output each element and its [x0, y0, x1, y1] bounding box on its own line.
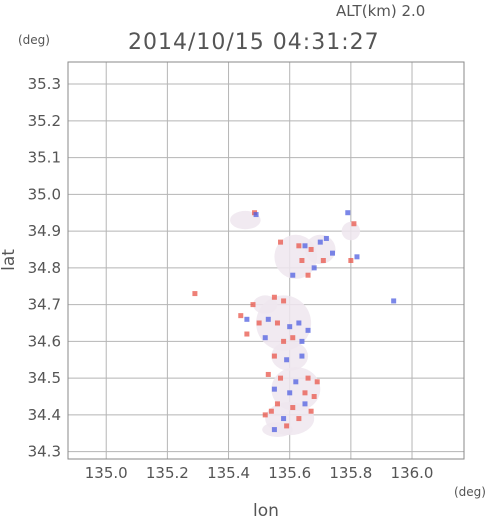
- data-point: [281, 338, 287, 344]
- data-point: [391, 298, 397, 304]
- grid: [68, 62, 464, 459]
- x-tick-label: 135.0: [85, 464, 128, 482]
- data-point: [284, 423, 290, 429]
- data-point: [274, 401, 280, 407]
- data-point: [268, 408, 274, 414]
- data-point: [287, 324, 293, 330]
- y-tick-label: 34.4: [28, 406, 61, 424]
- data-point: [299, 353, 305, 359]
- data-point: [271, 427, 277, 433]
- data-point: [305, 272, 311, 278]
- y-tick-label: 34.7: [28, 296, 61, 314]
- data-point: [311, 265, 317, 271]
- y-tick-label: 35.2: [28, 112, 61, 130]
- data-point: [271, 353, 277, 359]
- data-point: [290, 272, 296, 278]
- data-point: [302, 243, 308, 249]
- data-point: [299, 338, 305, 344]
- x-axis-label: lon: [253, 501, 279, 521]
- data-point: [305, 327, 311, 333]
- y-tick-label: 35.3: [28, 75, 61, 93]
- data-point: [244, 316, 250, 322]
- x-tick-label: 135.8: [329, 464, 372, 482]
- data-point: [302, 390, 308, 396]
- data-point: [296, 243, 302, 249]
- data-point: [354, 254, 360, 260]
- y-tick-label: 34.5: [28, 369, 61, 387]
- y-tick-label: 34.6: [28, 332, 61, 350]
- data-point: [265, 316, 271, 322]
- x-tick-label: 135.6: [268, 464, 311, 482]
- data-point: [299, 258, 305, 263]
- data-point: [323, 235, 329, 241]
- data-point: [253, 212, 259, 218]
- data-point: [290, 335, 296, 341]
- data-point: [250, 302, 256, 308]
- data-point: [345, 210, 351, 216]
- data-point: [284, 357, 290, 363]
- x-tick-label: 135.2: [146, 464, 189, 482]
- echo-regions: [230, 210, 361, 437]
- echo-region: [256, 295, 312, 351]
- y-tick-label: 35.1: [28, 149, 61, 167]
- data-point: [308, 408, 314, 414]
- data-point: [281, 416, 287, 422]
- data-point: [262, 412, 268, 418]
- x-tick-labels: 135.0 135.2 135.4 135.6 135.8 136.0: [85, 464, 434, 482]
- data-point: [244, 331, 250, 337]
- data-point: [351, 221, 357, 227]
- y-tick-label: 34.9: [28, 222, 61, 240]
- data-point: [296, 416, 302, 422]
- echo-region: [304, 234, 336, 265]
- x-tick-label: 136.0: [391, 464, 434, 482]
- data-point: [308, 246, 314, 252]
- data-points: [192, 210, 397, 433]
- data-point: [311, 394, 317, 400]
- data-point: [290, 405, 296, 411]
- plot-frame: [67, 61, 465, 460]
- data-point: [314, 379, 320, 385]
- echo-region: [341, 221, 361, 241]
- y-unit-label: (deg): [18, 33, 50, 47]
- y-tick-labels: 34.3 34.4 34.5 34.6 34.7 34.8 34.9 35.0 35.1 35.2…: [28, 75, 61, 461]
- y-tick-label: 34.8: [28, 259, 61, 277]
- data-point: [317, 239, 323, 245]
- data-point: [238, 313, 244, 319]
- data-point: [256, 320, 262, 326]
- y-tick-label: 34.3: [28, 443, 61, 461]
- data-point: [278, 375, 284, 381]
- data-point: [271, 386, 277, 392]
- data-point: [293, 379, 299, 385]
- data-point: [265, 371, 271, 377]
- x-unit-label: (deg): [454, 485, 486, 499]
- y-tick-label: 35.0: [28, 185, 61, 203]
- y-axis-label: lat: [0, 249, 19, 271]
- data-point: [296, 320, 302, 326]
- echo-region: [230, 210, 261, 230]
- data-point: [305, 375, 311, 381]
- data-point: [320, 258, 326, 263]
- data-point: [271, 294, 277, 300]
- data-point: [262, 335, 268, 341]
- altitude-label: ALT(km) 2.0: [336, 2, 425, 20]
- data-point: [302, 401, 308, 407]
- data-point: [192, 291, 198, 297]
- echo-region: [271, 341, 309, 371]
- data-point: [348, 258, 354, 263]
- data-point: [287, 390, 293, 396]
- data-point: [330, 250, 336, 256]
- chart-title: 2014/10/15 04:31:27: [128, 30, 380, 55]
- data-point: [274, 320, 280, 326]
- x-tick-label: 135.4: [207, 464, 250, 482]
- data-point: [278, 239, 284, 245]
- data-point: [281, 298, 287, 304]
